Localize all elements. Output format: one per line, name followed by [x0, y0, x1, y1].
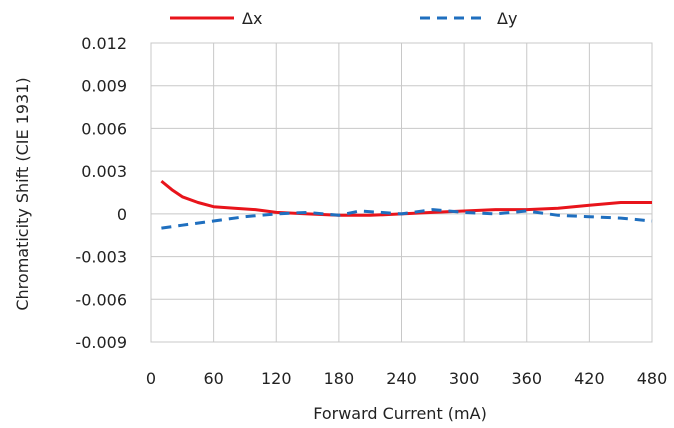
y-tick-label: 0 [117, 205, 127, 224]
series-line-dy [161, 208, 653, 230]
y-tick-label: -0.006 [75, 290, 127, 309]
x-tick-label: 0 [146, 369, 156, 388]
x-tick-label: 180 [324, 369, 355, 388]
x-axis-title: Forward Current (mA) [313, 404, 487, 423]
x-tick-label: 360 [511, 369, 542, 388]
x-tick-label: 120 [261, 369, 292, 388]
x-tick-label: 300 [449, 369, 480, 388]
y-tick-label: 0.012 [81, 34, 127, 53]
series-layer [160, 179, 653, 230]
legend: Δx Δy [170, 9, 517, 28]
y-tick-label: 0.009 [81, 77, 127, 96]
x-tick-label: 480 [637, 369, 668, 388]
tick-layer: 0 60 120 180 240 300 360 420 480 -0.009 -0.006 -0.0… [75, 34, 667, 388]
legend-label: Δy [497, 9, 517, 28]
series-line-dx [160, 179, 652, 217]
y-axis-title: Chromaticity Shift (CIE 1931) [13, 77, 32, 310]
y-tick-label: 0.006 [81, 119, 127, 138]
legend-label: Δx [242, 9, 262, 28]
grid-layer [150, 42, 653, 343]
x-tick-label: 240 [386, 369, 417, 388]
x-tick-label: 60 [203, 369, 223, 388]
plot-frame [150, 42, 653, 343]
y-tick-label: -0.003 [75, 248, 127, 267]
y-tick-label: 0.003 [81, 162, 127, 181]
y-tick-label: -0.009 [75, 333, 127, 352]
x-tick-label: 420 [574, 369, 605, 388]
